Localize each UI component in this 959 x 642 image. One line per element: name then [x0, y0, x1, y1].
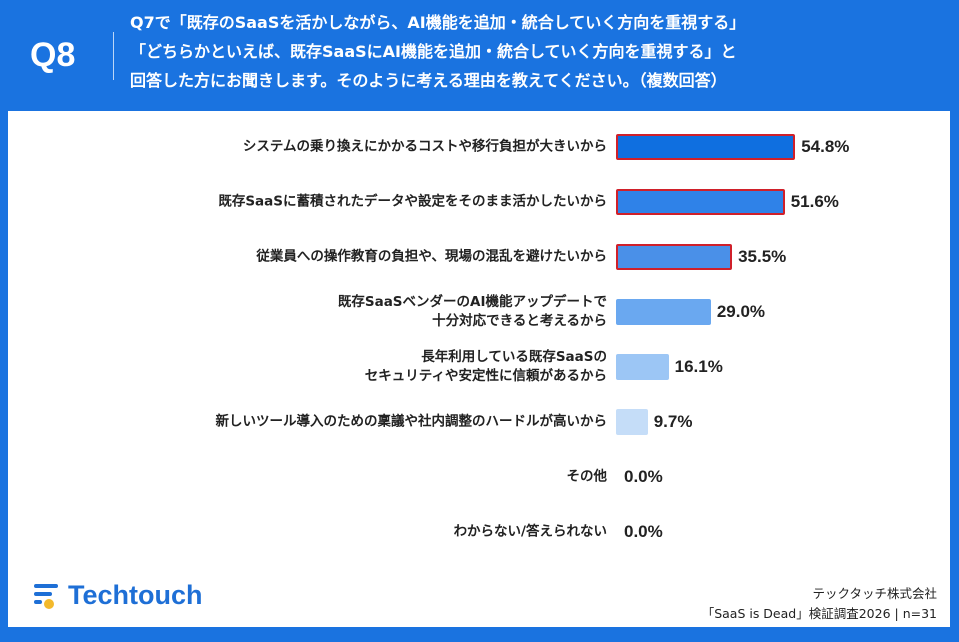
company-name: テックタッチ株式会社: [812, 586, 937, 601]
value-label: 35.5%: [738, 247, 787, 266]
logo-icon: [34, 583, 58, 609]
category-label: 新しいツール導入のための稟議や社内調整のハードルが高いから: [215, 413, 608, 430]
title-line: Q7で「既存のSaaSを活かしながら、AI機能を追加・統合していく方向を重視する…: [130, 13, 746, 32]
survey-info: 「SaaS is Dead」検証調査2026 | n=31: [701, 606, 937, 621]
bar: [616, 409, 648, 435]
value-label: 29.0%: [716, 302, 766, 321]
category-label: 既存SaaSベンダーのAI機能アップデートで 十分対応できると考えるから: [337, 294, 607, 329]
category-label: わからない/答えられない: [453, 523, 607, 540]
brand-name: Techtouch: [68, 580, 203, 610]
value-label: 51.6%: [790, 192, 839, 211]
bar: [616, 134, 796, 160]
category-label: システムの乗り換えにかかるコストや移行負担が大きいから: [242, 138, 607, 155]
techtouch-logo: Techtouch: [32, 580, 203, 611]
bar: [616, 189, 785, 215]
category-label: 長年利用している既存SaaSの セキュリティや安定性に信頼があるから: [364, 349, 607, 384]
value-label: 0.0%: [624, 522, 663, 541]
bar: [616, 354, 669, 380]
question-title: Q7で「既存のSaaSを活かしながら、AI機能を追加・統合していく方向を重視する…: [130, 8, 745, 95]
category-label: 従業員への操作教育の負担や、現場の混乱を避けたいから: [256, 248, 607, 265]
question-number: Q8: [30, 36, 76, 74]
value-label: 0.0%: [624, 467, 663, 486]
value-label: 54.8%: [801, 137, 850, 156]
title-line: 「どちらかといえば、既存SaaSにAI機能を追加・統合していく方向を重視する」と: [130, 42, 737, 61]
chart-panel: [8, 111, 950, 627]
value-label: 16.1%: [674, 357, 723, 376]
value-label: 9.7%: [653, 412, 693, 431]
credit: テックタッチ株式会社 「SaaS is Dead」検証調査2026 | n=31: [702, 584, 937, 624]
title-line: 回答した方にお聞きします。そのように考える理由を教えてください。（複数回答）: [130, 71, 727, 90]
category-label: 既存SaaSに蓄積されたデータや設定をそのまま活かしたいから: [218, 193, 607, 210]
header-divider: [113, 32, 114, 80]
bar: [616, 299, 711, 325]
category-label: その他: [566, 468, 608, 485]
bar: [616, 244, 733, 270]
